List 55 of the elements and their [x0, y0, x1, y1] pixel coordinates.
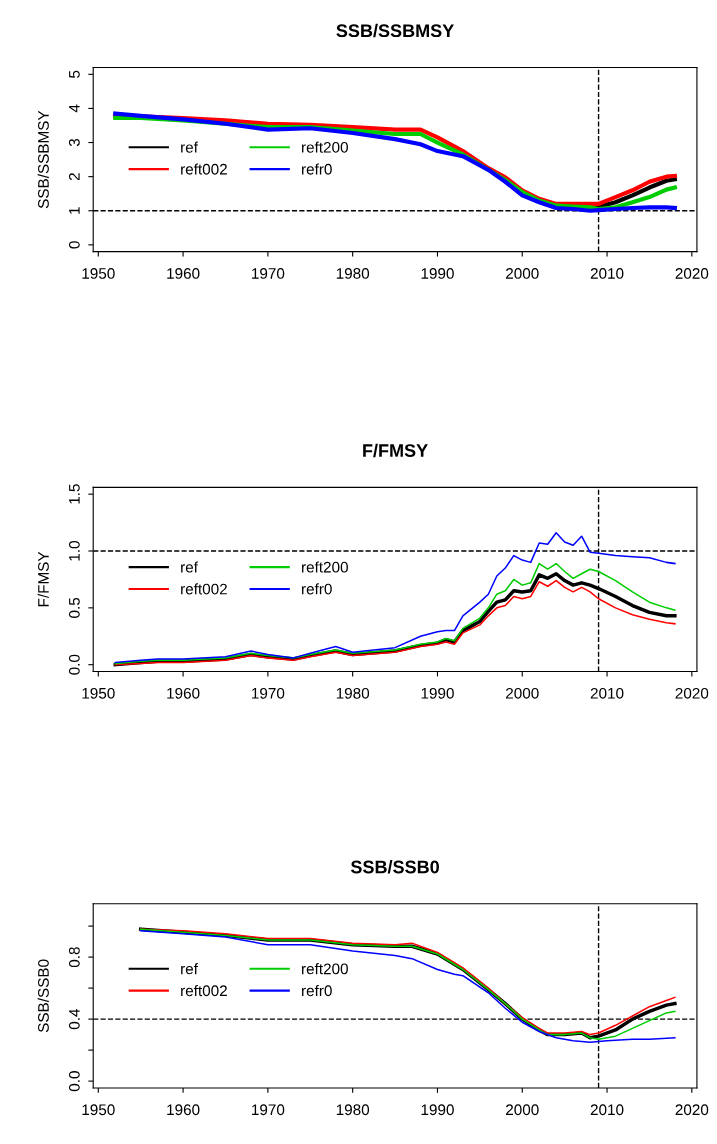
chart-title: SSB/SSB0: [350, 860, 439, 874]
y-tick-label: 5: [69, 70, 80, 78]
y-tick-label: 0.0: [68, 1071, 80, 1092]
x-tick-label: 1980: [336, 687, 370, 699]
x-tick-label: 2020: [675, 1104, 709, 1116]
y-tick-label: 4: [69, 104, 80, 113]
x-tick-label: 1990: [421, 1104, 454, 1116]
x-tick-label: 2000: [506, 687, 539, 699]
legend-label: reft200: [302, 561, 348, 573]
legend-label: ref: [181, 141, 198, 153]
x-tick-label: 1980: [336, 268, 370, 279]
x-tick-label: 1950: [82, 268, 115, 279]
legend-label: refr0: [302, 163, 332, 175]
legend-label: reft002: [181, 163, 227, 175]
legend-label: reft200: [302, 141, 348, 153]
x-tick-label: 2000: [506, 1104, 539, 1116]
legend-label: reft002: [181, 583, 227, 595]
x-tick-label: 1990: [421, 268, 454, 279]
y-tick-label: 1.5: [69, 484, 80, 504]
y-tick-label: 0.5: [68, 597, 80, 618]
y-tick-label: 2: [68, 173, 80, 181]
y-axis-title: SSB/SSB0: [37, 959, 49, 1033]
legend-label: reft200: [302, 963, 348, 975]
y-axis-title: SSB/SSBMSY: [37, 110, 49, 209]
x-tick-label: 1970: [252, 687, 285, 699]
x-tick-label: 2020: [675, 687, 709, 699]
y-axis-title: F/FMSY: [37, 551, 49, 607]
x-tick-label: 2010: [590, 687, 624, 699]
x-tick-label: 1980: [336, 1104, 370, 1116]
x-tick-label: 1970: [252, 1104, 285, 1116]
legend-label: refr0: [302, 984, 332, 997]
y-tick-label: 1.0: [68, 540, 80, 561]
x-tick-label: 1950: [82, 687, 115, 699]
x-tick-label: 1960: [167, 1104, 200, 1116]
x-tick-label: 2000: [506, 268, 539, 279]
legend-label: ref: [181, 561, 198, 573]
y-tick-label: 0: [68, 241, 80, 249]
x-tick-label: 1950: [82, 1104, 115, 1116]
legend-label: ref: [181, 963, 198, 975]
y-tick-label: 1: [69, 207, 80, 214]
y-tick-label: 0.0: [68, 654, 80, 675]
x-tick-label: 1970: [252, 268, 285, 279]
x-tick-label: 2010: [590, 1104, 624, 1116]
legend-label: refr0: [302, 583, 332, 595]
y-tick-label: 3: [68, 138, 80, 147]
y-tick-label: 0.8: [68, 947, 80, 968]
chart-title: SSB/SSBMSY: [336, 23, 454, 38]
y-tick-label: 0.4: [68, 1008, 80, 1030]
x-tick-label: 2010: [590, 268, 624, 279]
x-tick-label: 1960: [167, 268, 200, 279]
chart-title: F/FMSY: [363, 443, 428, 458]
legend-label: reft002: [181, 984, 227, 997]
x-tick-label: 2020: [675, 268, 709, 279]
x-tick-label: 1960: [167, 687, 200, 699]
x-tick-label: 1990: [421, 687, 454, 699]
